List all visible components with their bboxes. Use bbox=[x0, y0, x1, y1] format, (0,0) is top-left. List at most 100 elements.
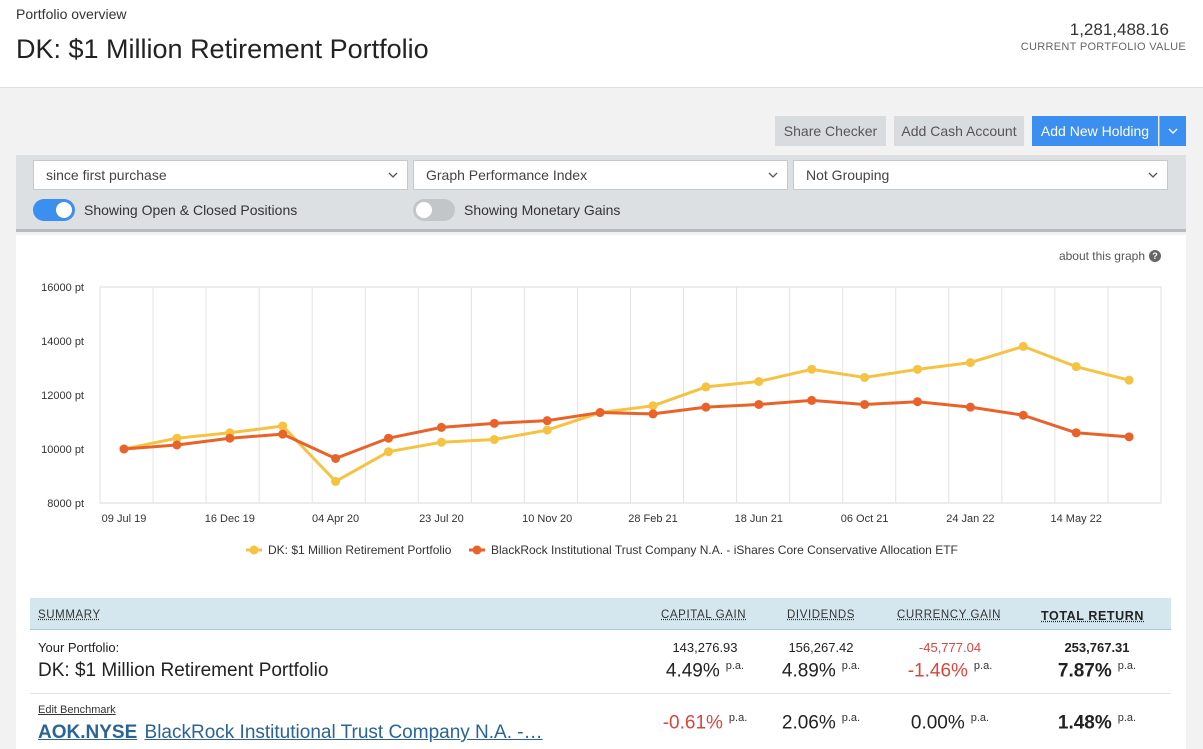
y-axis: 16000 pt 14000 pt 12000 pt 10000 pt 8000 pt bbox=[41, 282, 84, 510]
data-point[interactable] bbox=[807, 395, 817, 405]
data-point[interactable] bbox=[331, 476, 341, 486]
filter-bar: since first purchase Graph Performance I… bbox=[16, 155, 1186, 232]
data-point[interactable] bbox=[119, 444, 129, 454]
summary-header-label: SUMMARY bbox=[38, 609, 101, 621]
data-point[interactable] bbox=[860, 372, 870, 382]
currency-gain-amount: -45,777.04 bbox=[918, 640, 982, 655]
add-cash-account-button[interactable]: Add Cash Account bbox=[894, 116, 1024, 146]
data-point[interactable] bbox=[1018, 410, 1028, 420]
data-point[interactable] bbox=[489, 435, 499, 445]
legend-swatch-dot bbox=[249, 545, 259, 555]
graph-type-select-value: Graph Performance Index bbox=[426, 167, 588, 183]
grouping-select[interactable]: Not Grouping bbox=[793, 160, 1168, 190]
chevron-down-icon bbox=[768, 172, 778, 178]
open-closed-toggle[interactable] bbox=[33, 199, 75, 221]
data-point[interactable] bbox=[384, 447, 393, 457]
data-point[interactable] bbox=[965, 402, 975, 412]
chart-legend[interactable]: DK: $1 Million Retirement Portfolio Black… bbox=[246, 543, 958, 557]
monetary-gains-label: Showing Monetary Gains bbox=[464, 202, 621, 218]
chart-series bbox=[119, 341, 1134, 486]
monetary-gains-toggle[interactable] bbox=[413, 199, 455, 221]
toggle-knob bbox=[56, 202, 72, 218]
summary-header: SUMMARY CAPITAL GAIN DIVIDENDS CURRENCY … bbox=[30, 598, 1171, 630]
total-return-header: TOTAL RETURN bbox=[1041, 609, 1145, 623]
add-holding-dropdown-button[interactable] bbox=[1159, 116, 1186, 146]
about-graph-link[interactable]: about this graph ? bbox=[1059, 249, 1161, 263]
data-point[interactable] bbox=[754, 399, 764, 409]
y-tick-label: 12000 pt bbox=[41, 390, 84, 402]
x-tick-label: 14 May 22 bbox=[1051, 513, 1102, 525]
benchmark-currency-gain-pct: 0.00% p.a. bbox=[910, 712, 990, 734]
dividends-header: DIVIDENDS bbox=[787, 609, 856, 621]
y-tick-label: 10000 pt bbox=[41, 444, 84, 456]
grouping-select-value: Not Grouping bbox=[806, 167, 890, 183]
data-point[interactable] bbox=[701, 402, 711, 412]
data-point[interactable] bbox=[172, 440, 182, 450]
data-point[interactable] bbox=[489, 418, 499, 428]
dividends-pct: 4.89% p.a. bbox=[781, 660, 861, 682]
total-return-pct: 7.87% p.a. bbox=[1057, 660, 1137, 682]
data-point[interactable] bbox=[648, 401, 658, 411]
about-graph-label: about this graph bbox=[1058, 249, 1145, 263]
data-point[interactable] bbox=[754, 377, 764, 386]
data-point[interactable] bbox=[225, 433, 235, 443]
page-title: DK: $1 Million Retirement Portfolio bbox=[16, 34, 429, 64]
chart-grid bbox=[99, 286, 1162, 504]
x-tick-label: 18 Jun 21 bbox=[735, 513, 783, 525]
portfolio-value: 1,281,488.16 bbox=[1069, 20, 1169, 39]
open-closed-label: Showing Open & Closed Positions bbox=[84, 202, 298, 218]
graph-type-select[interactable]: Graph Performance Index bbox=[413, 160, 788, 190]
chart-panel: about this graph ? 16000 pt 14000 pt 12000… bbox=[16, 235, 1186, 749]
data-point[interactable] bbox=[701, 382, 711, 392]
data-point[interactable] bbox=[860, 399, 870, 409]
benchmark-ticker-link[interactable]: AOK.NYSE bbox=[38, 722, 138, 743]
x-tick-label: 10 Nov 20 bbox=[522, 513, 572, 525]
data-point[interactable] bbox=[1018, 341, 1028, 351]
chevron-down-icon bbox=[1168, 128, 1178, 134]
benchmark-title: AOK.NYSE BlackRock Institutional Trust C… bbox=[38, 722, 543, 744]
capital-gain-header: CAPITAL GAIN bbox=[661, 609, 747, 621]
share-checker-button[interactable]: Share Checker bbox=[775, 116, 886, 146]
summary-table: SUMMARY CAPITAL GAIN DIVIDENDS CURRENCY … bbox=[30, 598, 1171, 749]
add-new-holding-button[interactable]: Add New Holding bbox=[1032, 116, 1158, 146]
y-tick-label: 8000 pt bbox=[47, 498, 84, 510]
legend-item-0[interactable]: DK: $1 Million Retirement Portfolio bbox=[246, 543, 452, 557]
data-point[interactable] bbox=[595, 408, 605, 418]
data-point[interactable] bbox=[278, 429, 288, 439]
data-point[interactable] bbox=[1071, 362, 1081, 372]
data-point[interactable] bbox=[807, 364, 817, 374]
data-point[interactable] bbox=[331, 453, 341, 463]
data-point[interactable] bbox=[648, 409, 658, 419]
data-point[interactable] bbox=[1071, 428, 1081, 438]
data-point[interactable] bbox=[278, 421, 288, 431]
legend-swatch-dot bbox=[472, 545, 482, 555]
data-point[interactable] bbox=[1124, 432, 1134, 442]
benchmark-total-return-pct: 1.48% p.a. bbox=[1057, 712, 1137, 734]
period-select[interactable]: since first purchase bbox=[33, 160, 408, 190]
period-select-value: since first purchase bbox=[46, 167, 167, 183]
data-point[interactable] bbox=[542, 416, 552, 426]
page-subtitle: Portfolio overview bbox=[16, 6, 127, 22]
data-point[interactable] bbox=[542, 425, 552, 435]
y-tick-label: 16000 pt bbox=[41, 282, 84, 294]
series-line-0 bbox=[123, 344, 1130, 483]
edit-benchmark-link[interactable]: Edit Benchmark bbox=[38, 704, 116, 716]
benchmark-name-link[interactable]: BlackRock Institutional Trust Company N.… bbox=[144, 722, 543, 743]
series-line-1 bbox=[123, 398, 1130, 460]
legend-item-1[interactable]: BlackRock Institutional Trust Company N.… bbox=[469, 543, 958, 557]
data-point[interactable] bbox=[913, 364, 922, 374]
y-tick-label: 14000 pt bbox=[41, 336, 84, 348]
legend-label: BlackRock Institutional Trust Company N.… bbox=[491, 543, 958, 557]
x-axis: 09 Jul 19 16 Dec 19 04 Apr 20 23 Jul 20 10 N… bbox=[102, 513, 1102, 525]
data-point[interactable] bbox=[965, 358, 975, 368]
data-point[interactable] bbox=[1124, 375, 1134, 385]
portfolio-summary-row: Your Portfolio: DK: $1 Million Retiremen… bbox=[30, 630, 1171, 694]
dividends-amount: 156,267.42 bbox=[788, 640, 854, 655]
data-point[interactable] bbox=[436, 422, 446, 432]
data-point[interactable] bbox=[384, 433, 393, 443]
data-point[interactable] bbox=[172, 433, 182, 443]
data-point[interactable] bbox=[913, 397, 922, 407]
page-header: Portfolio overview DK: $1 Million Retire… bbox=[0, 0, 1203, 88]
data-point[interactable] bbox=[436, 437, 446, 447]
